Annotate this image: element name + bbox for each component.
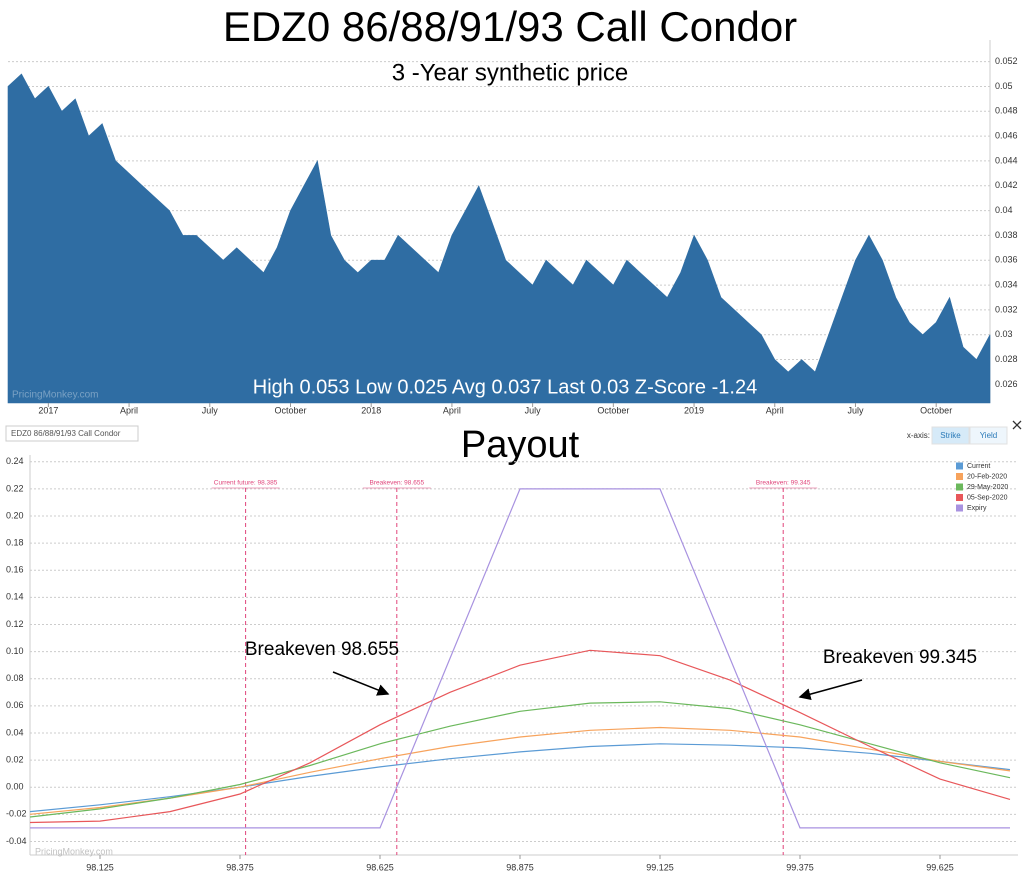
- legend-label[interactable]: Current: [967, 463, 990, 470]
- series-line: [29, 743, 1011, 813]
- chart-subtitle: 3 -Year synthetic price: [392, 59, 629, 86]
- series-line: [29, 649, 1011, 824]
- chart-title: EDZ0 86/88/91/93 Call Condor: [223, 3, 797, 50]
- x-tick-label: 98.375: [226, 862, 254, 872]
- y-tick-label: 0.20: [6, 510, 24, 520]
- series-line: [29, 701, 1011, 818]
- annotation: Breakeven 98.655: [245, 639, 399, 660]
- annotation-arrow: [332, 671, 390, 696]
- toggle-button[interactable]: [931, 426, 970, 445]
- x-tick-label: 2019: [684, 405, 704, 415]
- toggle-option[interactable]: Yield: [980, 431, 998, 440]
- x-tick-label: October: [920, 405, 952, 415]
- y-tick-label: 0.028: [995, 354, 1018, 364]
- series-line: [30, 488, 1010, 829]
- y-tick-label: 0.06: [6, 700, 24, 710]
- y-tick-label: 0.048: [995, 106, 1018, 116]
- toggle-button[interactable]: [969, 426, 1008, 445]
- y-tick-label: 0.18: [6, 538, 24, 548]
- y-tick-label: 0.14: [6, 592, 24, 602]
- toggle-option[interactable]: Strike: [940, 431, 961, 440]
- x-tick-label: April: [443, 405, 461, 415]
- y-tick-label: 0.02: [6, 754, 24, 764]
- x-tick-label: 98.875: [506, 862, 534, 872]
- series-line: [29, 726, 1011, 815]
- legend-swatch[interactable]: [956, 504, 963, 512]
- legend-swatch[interactable]: [956, 483, 963, 491]
- x-tick-label: July: [525, 405, 542, 415]
- area: [7, 73, 991, 404]
- y-tick-label: 0.24: [6, 456, 24, 466]
- y-tick-label: 0.10: [6, 646, 24, 656]
- close-icon[interactable]: [1012, 420, 1022, 430]
- x-tick-label: 98.625: [366, 862, 394, 872]
- y-tick-label: 0.16: [6, 565, 24, 575]
- legend-swatch[interactable]: [956, 473, 963, 480]
- legend-swatch[interactable]: [956, 494, 963, 501]
- annotation-arrow: [798, 679, 863, 701]
- x-tick-label: April: [120, 405, 138, 415]
- legend-label[interactable]: 20-Feb-2020: [967, 473, 1007, 480]
- chart-label: EDZ0 86/88/91/93 Call Condor: [11, 429, 121, 438]
- annotation: Breakeven 99.345: [823, 647, 977, 668]
- legend-label[interactable]: 05-Sep-2020: [967, 494, 1008, 501]
- x-tick-label: October: [597, 405, 629, 415]
- marker-label: Current future: 98.385: [214, 480, 278, 487]
- y-tick-label: 0.032: [995, 304, 1018, 314]
- payout-title: Payout: [461, 424, 580, 466]
- legend-swatch[interactable]: [956, 462, 963, 470]
- y-tick-label: 0.04: [6, 727, 24, 737]
- chart-label-box: [5, 425, 139, 442]
- marker-label: Breakeven: 98.655: [370, 480, 425, 487]
- x-tick-label: April: [766, 405, 784, 415]
- x-tick-label: 98.125: [86, 862, 114, 872]
- toggle-label: x-axis:: [907, 431, 930, 440]
- y-tick-label: 0.12: [6, 619, 24, 629]
- y-tick-label: 0.044: [995, 155, 1018, 165]
- y-tick-label: 0.036: [995, 255, 1018, 265]
- y-tick-label: 0.03: [995, 329, 1013, 339]
- y-tick-label: -0.04: [6, 836, 27, 846]
- y-tick-label: 0.22: [6, 483, 24, 493]
- y-tick-label: 0.046: [995, 130, 1018, 140]
- x-tick-label: October: [274, 405, 306, 415]
- x-tick-label: July: [202, 405, 219, 415]
- x-tick-label: July: [847, 405, 864, 415]
- x-tick-label: 2018: [361, 405, 381, 415]
- x-tick-label: 2017: [38, 405, 58, 415]
- y-tick-label: 0.052: [995, 56, 1018, 66]
- y-tick-label: 0.038: [995, 230, 1018, 240]
- y-tick-label: 0.08: [6, 673, 24, 683]
- legend-label[interactable]: 29-May-2020: [967, 484, 1008, 491]
- y-tick-label: 0.04: [995, 205, 1013, 215]
- y-tick-label: 0.034: [995, 279, 1018, 289]
- y-tick-label: -0.02: [6, 809, 27, 819]
- watermark: PricingMonkey.com: [12, 390, 99, 401]
- legend-label[interactable]: Expiry: [967, 505, 987, 512]
- y-tick-label: 0.05: [995, 81, 1013, 91]
- y-tick-label: 0.026: [995, 379, 1018, 389]
- x-tick-label: 99.375: [786, 862, 814, 872]
- watermark: PricingMonkey.com: [35, 846, 113, 856]
- marker-label: Breakeven: 99.345: [756, 480, 811, 487]
- stats-annotation: High 0.053 Low 0.025 Avg 0.037 Last 0.03…: [253, 376, 757, 398]
- x-tick-label: 99.625: [926, 862, 954, 872]
- y-tick-label: 0.00: [6, 782, 24, 792]
- x-tick-label: 99.125: [646, 862, 674, 872]
- y-tick-label: 0.042: [995, 180, 1018, 190]
